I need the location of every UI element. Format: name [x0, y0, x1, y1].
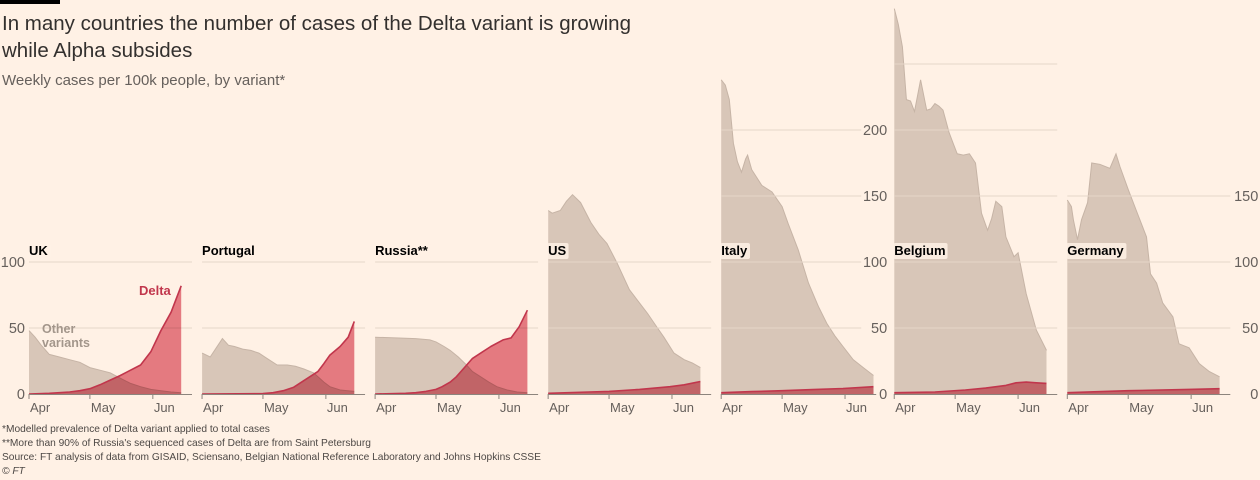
panel-belgium: Apr May Jun Belgium [893, 8, 1058, 415]
panel-title-background [1066, 243, 1127, 259]
chart-subtitle: Weekly cases per 100k people, by variant… [2, 72, 286, 89]
panel-title-background [547, 243, 569, 259]
panel-title-russia: Russia** [375, 243, 429, 258]
panel-title-background [201, 243, 257, 259]
x-tick-label-may: May [91, 400, 116, 415]
other-variants-area [1067, 153, 1220, 394]
y-tick-label-150: 150 [863, 189, 887, 205]
y-tick-label-150: 150 [1234, 189, 1258, 205]
other-variants-area [548, 194, 701, 394]
delta-line [548, 380, 701, 395]
copyright: © FT [2, 466, 25, 477]
delta-line [28, 285, 182, 395]
delta-area [29, 285, 182, 394]
x-tick-label-jun: Jun [673, 400, 694, 415]
y-tick-label-0: 0 [1250, 387, 1258, 403]
delta-line [894, 381, 1047, 394]
panels: Apr May Jun 0 50 100 UK Apr May Jun Portugal Apr May… [1, 8, 1258, 415]
delta-line [1067, 387, 1220, 394]
other-variants-line [1066, 152, 1220, 378]
x-tick-label-apr: Apr [1068, 400, 1089, 415]
panel-title-uk: UK [29, 243, 48, 258]
panel-title-portugal: Portugal [202, 243, 255, 258]
chart-title: In many countries the number of cases of… [2, 12, 631, 62]
x-tick-label-may: May [1129, 400, 1154, 415]
y-tick-label-50: 50 [9, 321, 25, 337]
x-tick-label-apr: Apr [895, 400, 916, 415]
panel-title-background [374, 243, 431, 259]
x-tick-label-may: May [956, 400, 981, 415]
panel-title-us: US [548, 243, 566, 258]
x-tick-label-apr: Apr [549, 400, 570, 415]
panel-title-background [720, 243, 750, 259]
delta-line [375, 309, 529, 395]
panel-portugal: Apr May Jun Portugal [201, 243, 366, 415]
x-tick-label-apr: Apr [376, 400, 397, 415]
y-tick-label-50: 50 [871, 321, 887, 337]
other-variants-area [375, 337, 528, 394]
x-tick-label-may: May [610, 400, 635, 415]
other-variants-line [720, 79, 874, 376]
other-variants-area [29, 330, 182, 394]
y-tick-label-200: 200 [863, 123, 887, 139]
x-tick-label-jun: Jun [500, 400, 521, 415]
other-variants-line [547, 193, 701, 369]
other-variants-annotation-line-2: variants [42, 336, 90, 350]
brand-top-bar [0, 0, 60, 4]
footnote-russia: **More than 90% of Russia's sequenced ca… [2, 438, 371, 449]
x-tick-label-may: May [783, 400, 808, 415]
y-tick-label-100: 100 [863, 255, 887, 271]
x-tick-label-jun: Jun [154, 400, 175, 415]
panel-title-background [28, 243, 51, 259]
delta-area [375, 310, 528, 394]
panel-russia: Apr May Jun Russia** [374, 243, 539, 415]
y-tick-label-100: 100 [1, 255, 25, 271]
other-variants-area [894, 8, 1047, 394]
x-tick-label-jun: Jun [1192, 400, 1213, 415]
panel-title-background [893, 243, 948, 259]
panel-us: Apr May Jun US [547, 193, 712, 415]
x-tick-label-apr: Apr [203, 400, 224, 415]
y-tick-label-50: 50 [1242, 321, 1258, 337]
x-tick-label-may: May [437, 400, 462, 415]
chart-footer: *Modelled prevalence of Delta variant ap… [2, 423, 541, 479]
x-tick-label-jun: Jun [846, 400, 867, 415]
other-variants-line [893, 8, 1047, 351]
other-variants-annotation-line-1: Other [42, 322, 75, 336]
x-tick-label-apr: Apr [30, 400, 51, 415]
delta-area [548, 381, 701, 394]
panel-title-belgium: Belgium [894, 243, 945, 258]
x-tick-label-jun: Jun [327, 400, 348, 415]
delta-annotation: Delta [139, 283, 172, 298]
panel-title-italy: Italy [721, 243, 748, 258]
panel-title-germany: Germany [1067, 243, 1124, 258]
footnote-delta-prevalence: *Modelled prevalence of Delta variant ap… [2, 424, 270, 435]
annotations: Delta Other variants [42, 283, 172, 350]
x-tick-label-may: May [264, 400, 289, 415]
delta-line [202, 321, 356, 395]
x-tick-label-jun: Jun [1019, 400, 1040, 415]
y-tick-label-100: 100 [1234, 255, 1258, 271]
delta-area [202, 321, 355, 394]
panel-italy: Apr May Jun 0 50 100 150 200 Italy [720, 79, 887, 415]
y-tick-label-0: 0 [879, 387, 887, 403]
source-note: Source: FT analysis of data from GISAID,… [2, 452, 541, 463]
panel-germany: Apr May Jun 0 50 100 150 Germany [1066, 152, 1258, 415]
x-tick-label-apr: Apr [722, 400, 743, 415]
panel-uk: Apr May Jun 0 50 100 UK [1, 243, 192, 415]
y-tick-label-0: 0 [17, 387, 25, 403]
other-variants-area [721, 79, 874, 395]
delta-line [721, 385, 874, 394]
